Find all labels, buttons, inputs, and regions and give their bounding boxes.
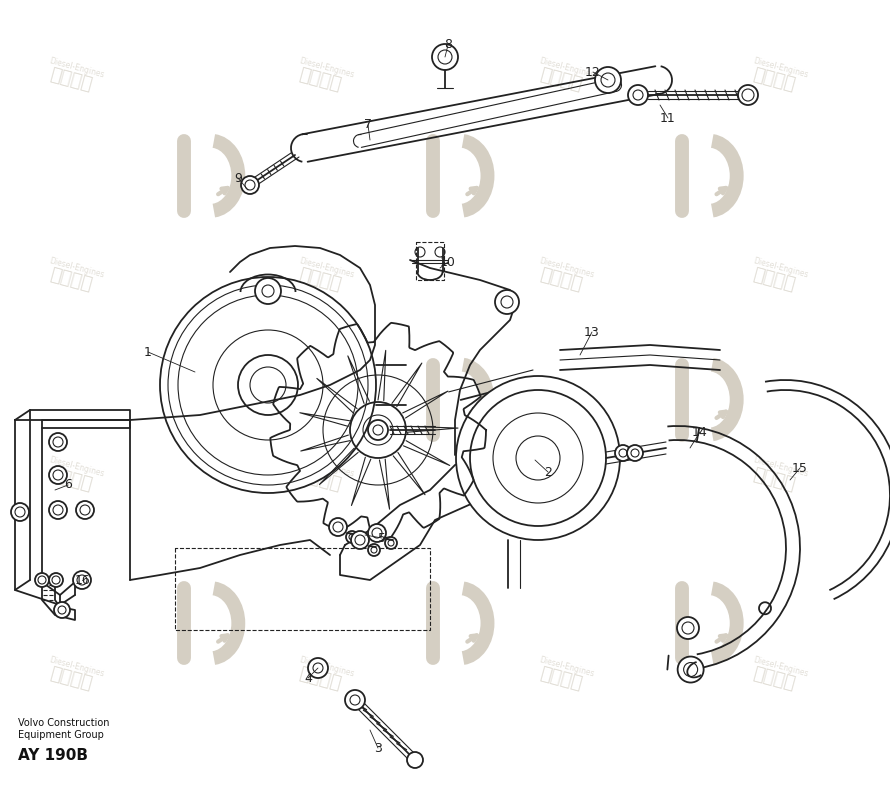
Text: 紫发动力: 紫发动力 (538, 66, 584, 94)
Text: 5: 5 (378, 531, 386, 544)
Text: 4: 4 (304, 671, 311, 685)
Text: 紫发动力: 紫发动力 (48, 465, 94, 494)
Circle shape (49, 433, 67, 451)
Circle shape (351, 531, 369, 549)
Text: Diesel-Engines: Diesel-Engines (298, 455, 355, 479)
Circle shape (677, 617, 699, 639)
Text: 10: 10 (440, 256, 456, 268)
Text: Diesel-Engines: Diesel-Engines (298, 256, 355, 280)
Circle shape (49, 501, 67, 519)
Circle shape (54, 602, 70, 618)
Text: 7: 7 (364, 118, 372, 132)
Circle shape (432, 44, 458, 70)
Text: 13: 13 (584, 325, 600, 339)
Circle shape (456, 376, 620, 540)
Text: Volvo Construction: Volvo Construction (18, 718, 109, 728)
Circle shape (73, 571, 91, 589)
Text: Diesel-Engines: Diesel-Engines (49, 655, 106, 679)
Circle shape (677, 657, 704, 682)
Text: Diesel-Engines: Diesel-Engines (49, 56, 106, 80)
Text: 14: 14 (692, 426, 708, 439)
Circle shape (329, 518, 347, 536)
Text: 紫发动力: 紫发动力 (48, 66, 94, 94)
Text: 3: 3 (374, 741, 382, 754)
Text: 6: 6 (64, 479, 72, 491)
Circle shape (241, 176, 259, 194)
Text: Diesel-Engines: Diesel-Engines (49, 256, 106, 280)
Text: 紫发动力: 紫发动力 (751, 465, 797, 494)
Text: 16: 16 (75, 574, 91, 586)
Circle shape (595, 67, 621, 93)
Text: AY 190B: AY 190B (18, 748, 88, 763)
Text: 9: 9 (234, 172, 242, 185)
Circle shape (76, 501, 94, 519)
Text: Diesel-Engines: Diesel-Engines (538, 56, 595, 80)
Text: 紫发动力: 紫发动力 (538, 665, 584, 694)
Circle shape (407, 752, 423, 768)
Text: 15: 15 (792, 462, 808, 475)
Circle shape (738, 85, 758, 105)
Text: 紫发动力: 紫发动力 (751, 665, 797, 694)
Text: Diesel-Engines: Diesel-Engines (298, 655, 355, 679)
Circle shape (615, 445, 631, 461)
Text: 紫发动力: 紫发动力 (48, 665, 94, 694)
Text: 紫发动力: 紫发动力 (751, 66, 797, 94)
Text: 紫发动力: 紫发动力 (297, 665, 344, 694)
Text: 12: 12 (585, 66, 601, 78)
Text: 紫发动力: 紫发动力 (48, 265, 94, 294)
Circle shape (601, 73, 615, 87)
Text: 2: 2 (544, 466, 552, 479)
Circle shape (255, 278, 281, 304)
Text: 11: 11 (660, 112, 676, 125)
Text: 紫发动力: 紫发动力 (297, 465, 344, 494)
Text: 1: 1 (144, 345, 152, 359)
Circle shape (385, 537, 397, 549)
Text: Diesel-Engines: Diesel-Engines (752, 256, 809, 280)
Text: 8: 8 (444, 38, 452, 51)
Circle shape (368, 544, 380, 556)
Text: Diesel-Engines: Diesel-Engines (538, 256, 595, 280)
Circle shape (11, 503, 29, 521)
Text: Diesel-Engines: Diesel-Engines (538, 655, 595, 679)
Text: Diesel-Engines: Diesel-Engines (298, 56, 355, 80)
Text: 紫发动力: 紫发动力 (297, 66, 344, 94)
Circle shape (160, 277, 376, 493)
Text: 紫发动力: 紫发动力 (297, 265, 344, 294)
Circle shape (35, 573, 49, 587)
Text: Diesel-Engines: Diesel-Engines (752, 455, 809, 479)
Circle shape (345, 690, 365, 710)
Circle shape (346, 531, 358, 543)
Circle shape (308, 658, 328, 678)
Text: Equipment Group: Equipment Group (18, 730, 104, 740)
Text: Diesel-Engines: Diesel-Engines (49, 455, 106, 479)
Text: 紫发动力: 紫发动力 (751, 265, 797, 294)
Text: Diesel-Engines: Diesel-Engines (752, 56, 809, 80)
Circle shape (627, 445, 643, 461)
Circle shape (368, 524, 386, 542)
Circle shape (495, 290, 519, 314)
Text: 紫发动力: 紫发动力 (538, 265, 584, 294)
Text: Diesel-Engines: Diesel-Engines (538, 455, 595, 479)
Circle shape (628, 85, 648, 105)
Circle shape (438, 50, 452, 64)
Text: Diesel-Engines: Diesel-Engines (752, 655, 809, 679)
Circle shape (49, 573, 63, 587)
Circle shape (49, 466, 67, 484)
Text: 紫发动力: 紫发动力 (538, 465, 584, 494)
